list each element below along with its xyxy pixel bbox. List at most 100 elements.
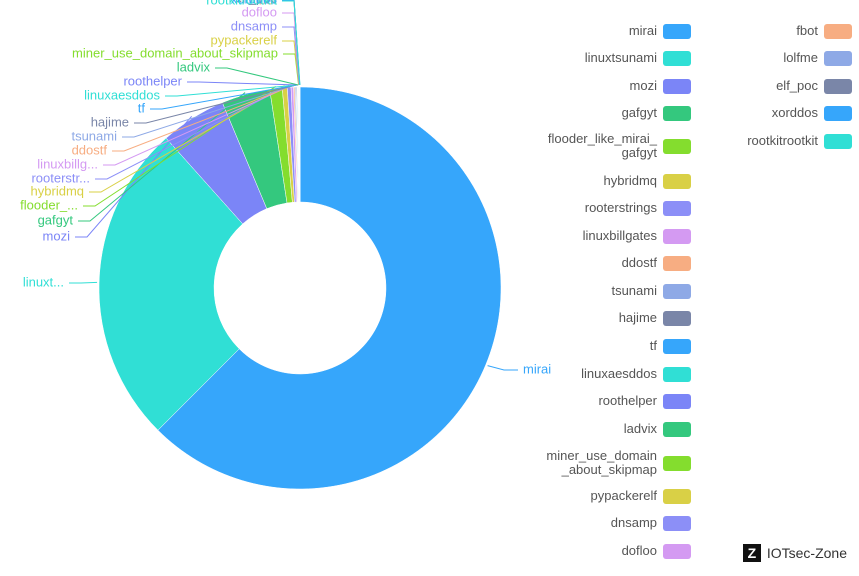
slice-label: roothelper	[123, 73, 182, 88]
legend-item[interactable]: hajime	[619, 302, 691, 334]
legend-swatch	[663, 455, 691, 471]
legend-swatch	[663, 488, 691, 504]
leader-line	[103, 84, 293, 166]
legend-item[interactable]: xorddos	[772, 97, 852, 129]
legend-label: hybridmq	[603, 173, 657, 188]
legend-label: linuxbillgates	[582, 228, 657, 243]
slice-label: tf	[138, 100, 146, 115]
slice-label: mirai	[523, 361, 551, 376]
legend-swatch	[824, 105, 852, 121]
leader-line	[134, 84, 297, 124]
legend-label: hajime	[618, 310, 657, 325]
legend-swatch	[824, 23, 852, 39]
legend-label: mozi	[629, 78, 657, 93]
legend-swatch	[663, 173, 691, 189]
legend-item[interactable]: hybridmq	[604, 165, 691, 197]
slice-label: hybridmq	[31, 183, 84, 198]
legend-label: rooterstrings	[584, 200, 657, 215]
leader-line	[75, 115, 193, 238]
slice-label: rooterstr...	[31, 170, 90, 185]
legend-item[interactable]: miner_use_domain_about_skipmap	[545, 447, 691, 479]
legend-swatch	[824, 78, 852, 94]
legend-item[interactable]: linuxbillgates	[583, 220, 691, 252]
slice-label: ddostf	[72, 142, 108, 157]
legend-item[interactable]: flooder_like_mirai_gafgyt	[545, 130, 691, 162]
legend-swatch	[824, 133, 852, 149]
legend-item[interactable]: lolfme	[783, 42, 852, 74]
watermark: Z IOTsec-Zone	[742, 544, 847, 562]
legend-swatch	[663, 105, 691, 121]
leader-line	[83, 86, 276, 207]
legend-label: mirai	[628, 23, 657, 38]
legend-item[interactable]: ladvix	[624, 413, 691, 445]
leader-line	[165, 84, 298, 97]
slice-label: dnsamp	[231, 18, 277, 33]
legend-swatch	[663, 543, 691, 559]
legend-label: xorddos	[771, 105, 818, 120]
legend-item[interactable]: mirai	[629, 15, 691, 47]
leader-line	[215, 67, 299, 86]
slice-label: gafgyt	[38, 212, 74, 227]
slice-label: hajime	[91, 114, 129, 129]
leader-line	[78, 92, 246, 222]
legend-item[interactable]: pypackerelf	[591, 480, 691, 512]
leader-line	[69, 281, 98, 284]
legend-item[interactable]: fbot	[796, 15, 852, 47]
legend-swatch	[663, 200, 691, 216]
leader-line	[95, 84, 290, 180]
legend-swatch	[663, 228, 691, 244]
slice-label: linuxt...	[23, 274, 64, 289]
leader-line	[282, 0, 301, 86]
leader-line	[112, 84, 295, 152]
leader-line	[150, 84, 297, 110]
legend-item[interactable]: linuxaesddos	[581, 358, 691, 390]
legend-item[interactable]: elf_poc	[776, 70, 852, 102]
leader-line	[487, 365, 518, 371]
legend-label: gafgyt	[621, 105, 657, 120]
legend-label: roothelper	[598, 393, 657, 408]
legend-item[interactable]: tsunami	[611, 275, 691, 307]
slice-label: dofloo	[242, 4, 277, 19]
slice-label: mozi	[43, 228, 71, 243]
slice-label: fbot	[255, 0, 277, 7]
slice-label: pypackerelf	[211, 32, 278, 47]
legend-swatch	[663, 78, 691, 94]
legend-swatch	[663, 515, 691, 531]
slice-label: tsunami	[71, 128, 117, 143]
legend-swatch	[663, 50, 691, 66]
legend-swatch	[663, 255, 691, 271]
slice-label: ladvix	[177, 59, 211, 74]
legend-swatch	[663, 283, 691, 299]
legend-label: dnsamp	[610, 515, 657, 530]
legend-item[interactable]: dnsamp	[611, 507, 691, 539]
legend-swatch	[663, 421, 691, 437]
slice-label: lolfme	[242, 0, 277, 6]
slice-label: linuxaesddos	[84, 87, 160, 102]
legend-item[interactable]: rooterstrings	[585, 192, 691, 224]
legend-item[interactable]: gafgyt	[622, 97, 691, 129]
slice-label: rootkitrootkit	[206, 0, 277, 7]
legend-item[interactable]: tf	[650, 330, 691, 362]
legend-swatch	[663, 366, 691, 382]
slice-label: xorddos	[231, 0, 278, 6]
legend-item[interactable]: mozi	[630, 70, 691, 102]
legend-swatch	[663, 338, 691, 354]
legend-label: elf_poc	[776, 78, 818, 93]
legend-item[interactable]: roothelper	[598, 385, 691, 417]
legend-item[interactable]: linuxtsunami	[585, 42, 691, 74]
legend-item[interactable]: ddostf	[622, 247, 691, 279]
legend-label: tsunami	[611, 283, 657, 298]
legend-label: flooder_like_mirai_gafgyt	[547, 131, 657, 160]
legend-swatch	[824, 50, 852, 66]
legend-label: fbot	[796, 23, 818, 38]
legend-swatch	[663, 393, 691, 409]
legend-label: rootkitrootkit	[747, 133, 818, 148]
leader-line	[187, 81, 298, 86]
legend-item[interactable]: dofloo	[622, 535, 691, 567]
leader-line	[122, 84, 296, 138]
legend-label: ladvix	[623, 421, 657, 436]
legend-item[interactable]: rootkitrootkit	[747, 125, 852, 157]
legend-label: lolfme	[783, 50, 818, 65]
